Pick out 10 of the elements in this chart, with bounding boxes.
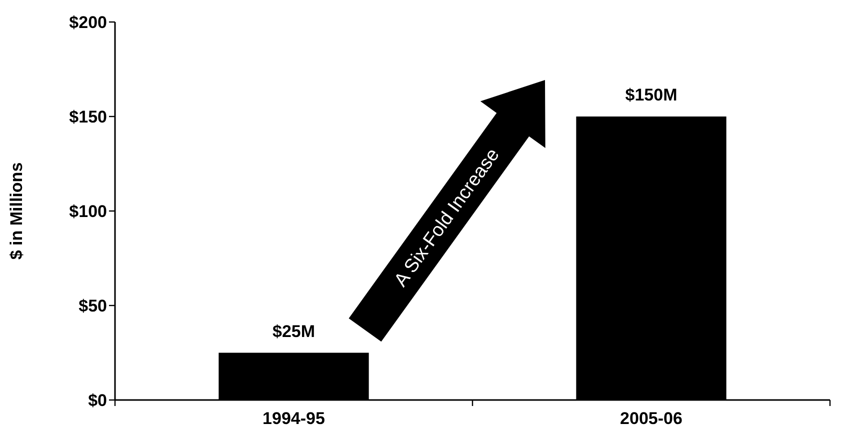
y-tick-label: $200	[69, 12, 107, 32]
y-tick-label: $0	[88, 390, 107, 410]
data-label: $150M	[625, 86, 678, 104]
y-tick-label: $100	[69, 202, 107, 221]
data-label: $25M	[272, 322, 316, 341]
y-axis-title: $ in Millions	[7, 162, 26, 260]
x-tick-label: 1994-95	[262, 409, 325, 428]
y-tick-label: $150	[69, 107, 107, 126]
x-tick-label: 2005-06	[620, 409, 682, 428]
y-tick-label: $50	[78, 296, 107, 316]
